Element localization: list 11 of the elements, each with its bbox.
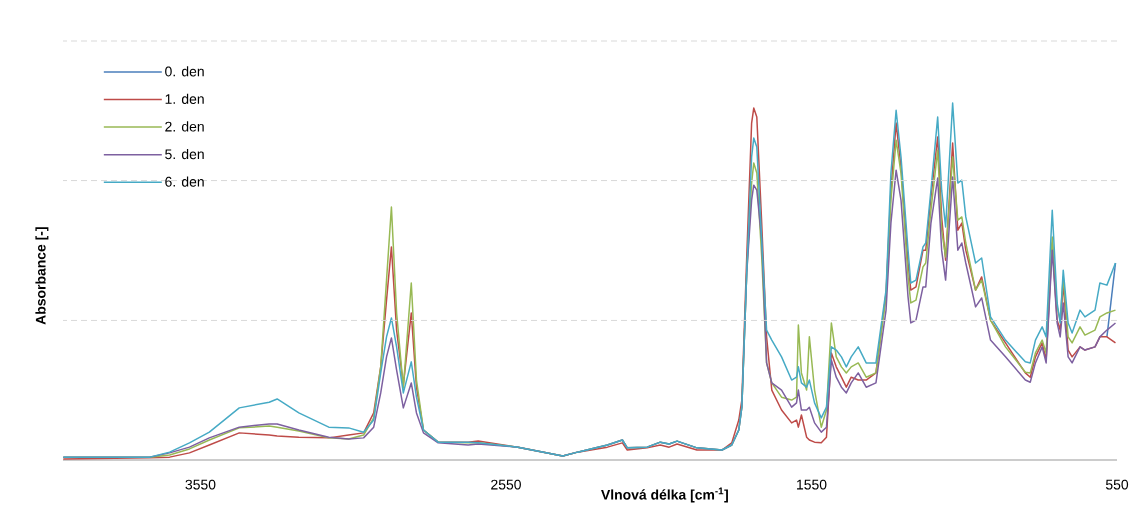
legend-label: 6. den	[165, 176, 204, 187]
y-axis-title: Absorbance [-]	[35, 227, 49, 325]
x-axis-title: Vlnová délka [cm$^{-1}$]	[601, 487, 728, 503]
legend-label: 0. den	[165, 66, 204, 77]
x-tick-label: 3550	[185, 479, 216, 490]
legend-label: 2. den	[165, 121, 204, 132]
x-tick-label: 2550	[491, 479, 521, 490]
legend-label: 1. den	[165, 93, 204, 104]
x-tick-label: 1550	[797, 479, 827, 490]
x-tick-label: 550	[1105, 479, 1129, 490]
legend-label: 5. den	[165, 148, 204, 160]
